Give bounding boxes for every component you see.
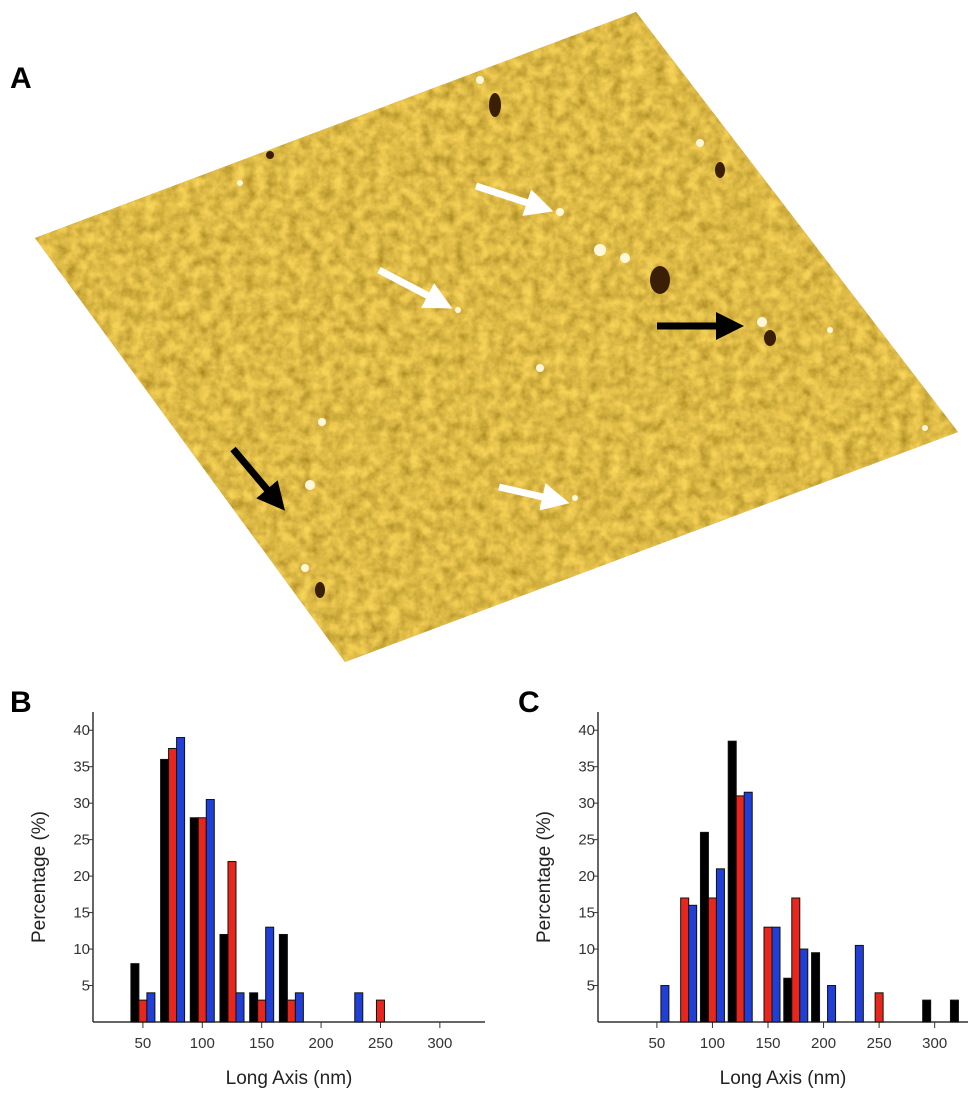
bar: [791, 897, 801, 1023]
bar: [189, 817, 199, 1023]
bar: [680, 897, 690, 1023]
y-tick-label: 25: [578, 832, 595, 849]
y-tick-label: 35: [73, 759, 90, 776]
y-tick-label: 15: [73, 905, 90, 922]
bar: [138, 999, 148, 1023]
x-tick-label: 250: [867, 1035, 892, 1052]
bar: [688, 904, 698, 1023]
y-tick-label: 25: [73, 832, 90, 849]
bar: [227, 861, 237, 1023]
x-tick-label: 50: [649, 1035, 666, 1052]
bar: [130, 963, 140, 1023]
y-axis-label: Percentage (%): [29, 811, 50, 943]
bar: [375, 999, 385, 1023]
bar: [735, 795, 745, 1023]
x-axis-label: Long Axis (nm): [226, 1068, 353, 1089]
bar: [949, 999, 959, 1023]
bar: [235, 992, 245, 1023]
bar: [294, 992, 304, 1023]
bar: [257, 999, 267, 1023]
bar: [783, 977, 793, 1023]
x-tick-label: 150: [249, 1035, 274, 1052]
y-tick-label: 5: [587, 978, 595, 995]
bar: [249, 992, 259, 1023]
bar: [168, 747, 178, 1023]
bar: [922, 999, 932, 1023]
bar: [727, 740, 737, 1023]
bar: [160, 758, 170, 1023]
y-axis-label: Percentage (%): [534, 811, 555, 943]
bar: [146, 992, 156, 1023]
bar: [743, 791, 753, 1023]
bar: [763, 926, 773, 1023]
x-tick-label: 250: [368, 1035, 393, 1052]
y-tick-label: 40: [73, 722, 90, 739]
panel-label: C: [518, 686, 540, 719]
bar: [354, 992, 364, 1023]
bar: [707, 897, 717, 1023]
x-tick-label: 100: [190, 1035, 215, 1052]
bar: [176, 737, 186, 1023]
bar: [799, 948, 809, 1023]
bar: [699, 831, 709, 1023]
x-tick-label: 200: [811, 1035, 836, 1052]
bar: [205, 799, 215, 1023]
y-tick-label: 30: [578, 795, 595, 812]
x-axis-label: Long Axis (nm): [720, 1068, 847, 1089]
y-tick-label: 10: [578, 941, 595, 958]
bar: [660, 985, 670, 1023]
y-tick-label: 20: [578, 868, 595, 885]
bar: [265, 926, 275, 1023]
y-tick-label: 20: [73, 868, 90, 885]
bar: [771, 926, 781, 1023]
x-tick-label: 100: [700, 1035, 725, 1052]
y-tick-label: 30: [73, 795, 90, 812]
bar: [219, 933, 229, 1023]
x-tick-label: 300: [427, 1035, 452, 1052]
bar: [811, 952, 821, 1023]
bar: [197, 817, 207, 1023]
panel-label: B: [10, 686, 32, 719]
x-tick-label: 50: [135, 1035, 152, 1052]
bar: [286, 999, 296, 1023]
bar: [874, 992, 884, 1023]
bar: [715, 868, 725, 1023]
y-tick-label: 10: [73, 941, 90, 958]
afm-image: [35, 12, 958, 662]
y-tick-label: 5: [82, 978, 90, 995]
x-tick-label: 300: [922, 1035, 947, 1052]
bar: [278, 933, 288, 1023]
bar: [827, 985, 837, 1023]
y-tick-label: 35: [578, 759, 595, 776]
bar: [854, 944, 864, 1023]
y-tick-label: 40: [578, 722, 595, 739]
x-tick-label: 150: [755, 1035, 780, 1052]
y-tick-label: 15: [578, 905, 595, 922]
x-tick-label: 200: [309, 1035, 334, 1052]
panel-label: A: [10, 62, 32, 95]
